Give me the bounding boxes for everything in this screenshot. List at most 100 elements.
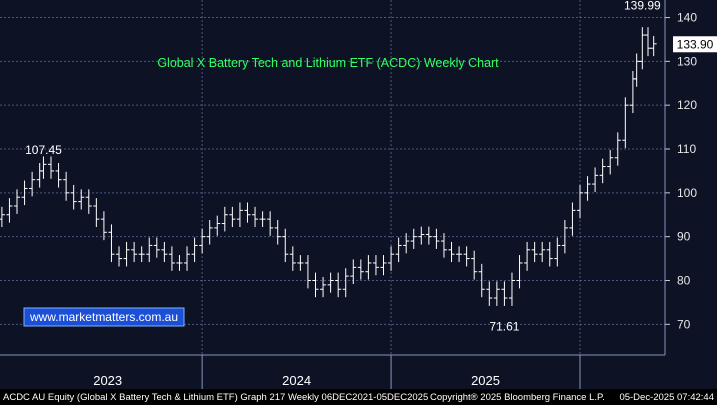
price-bar <box>214 215 221 236</box>
price-bar <box>6 198 13 223</box>
y-tick-label-100: 100 <box>677 186 697 200</box>
price-bar <box>644 27 651 57</box>
price-bar <box>357 259 364 280</box>
price-bar <box>297 255 304 271</box>
price-bar <box>312 272 319 298</box>
price-bar <box>153 237 160 258</box>
price-bar <box>199 228 206 254</box>
price-bar <box>206 220 213 245</box>
price-bar <box>433 228 440 249</box>
price-bar <box>191 237 198 263</box>
price-bar <box>274 220 281 245</box>
y-tick-label-120: 120 <box>677 98 697 112</box>
price-bar <box>55 163 62 188</box>
price-bar <box>221 206 228 232</box>
price-bar <box>531 241 538 263</box>
price-bar <box>0 206 5 228</box>
watermark: www.marketmatters.com.au <box>23 307 185 327</box>
price-bar <box>440 233 447 258</box>
price-bar <box>229 206 236 228</box>
y-tick-label-140: 140 <box>677 11 697 25</box>
price-bar <box>70 184 77 210</box>
price-bar <box>403 233 410 254</box>
price-bar <box>410 228 417 249</box>
y-tick-label-90: 90 <box>677 230 691 244</box>
y-tick-label-70: 70 <box>677 317 691 331</box>
price-bar <box>425 226 432 245</box>
price-bar <box>14 189 21 214</box>
year-label-2024: 2024 <box>282 373 311 388</box>
annotation-low-2025: 71.61 <box>489 319 519 333</box>
price-bar <box>29 171 36 197</box>
price-bar <box>395 237 402 263</box>
price-bar <box>448 241 455 263</box>
price-bar <box>63 171 70 201</box>
price-bar <box>388 246 395 271</box>
price-bar <box>478 263 485 298</box>
y-tick-label-110: 110 <box>677 142 696 156</box>
price-bar <box>267 211 274 236</box>
price-bar <box>650 35 657 57</box>
price-bar <box>639 27 646 70</box>
price-bar <box>569 202 576 236</box>
price-bar <box>546 241 553 267</box>
annotation-high-2023: 107.45 <box>25 143 62 157</box>
price-bar <box>131 241 138 263</box>
price-bar <box>372 255 379 276</box>
price-bar <box>21 180 28 206</box>
price-bar <box>252 206 259 228</box>
price-bar <box>40 156 47 179</box>
price-bar <box>380 255 387 276</box>
price-bar <box>48 156 55 179</box>
price-bar <box>592 167 599 192</box>
price-bar <box>259 211 266 228</box>
price-bar <box>146 237 153 263</box>
price-bar <box>633 53 640 87</box>
price-bar <box>184 246 191 271</box>
year-label-2023: 2023 <box>93 373 122 388</box>
price-bar <box>486 281 493 306</box>
price-bar <box>471 250 478 280</box>
annotation-high-2025: 139.99 <box>624 0 661 13</box>
price-bar <box>78 189 85 210</box>
price-bar <box>342 268 349 298</box>
footer-band <box>0 389 717 405</box>
price-bar <box>350 259 357 284</box>
price-bar <box>508 272 515 306</box>
price-bar <box>108 224 115 263</box>
price-bar <box>599 158 606 184</box>
price-bar <box>493 281 500 306</box>
price-bar <box>622 97 629 149</box>
price-bar <box>168 246 175 271</box>
price-bar <box>85 189 92 214</box>
price-bar <box>561 220 568 254</box>
chart-title: Global X Battery Tech and Lithium ETF (A… <box>157 56 499 70</box>
last-price-label: 133.90 <box>677 37 714 51</box>
price-bar <box>320 276 327 298</box>
y-tick-label-80: 80 <box>677 273 691 287</box>
price-bar <box>138 246 145 263</box>
price-bar <box>524 241 531 271</box>
price-bar <box>335 272 342 298</box>
watermark-text: www.marketmatters.com.au <box>29 310 178 324</box>
plot-area <box>0 0 665 355</box>
price-bar <box>584 176 591 201</box>
price-bar <box>304 255 311 289</box>
last-price-box <box>673 36 717 53</box>
price-bar <box>244 202 251 223</box>
footer-copyright: Copyright® 2025 Bloomberg Finance L.P. <box>430 392 605 403</box>
price-bar <box>456 246 463 263</box>
price-bar <box>607 149 614 175</box>
price-bar <box>289 246 296 271</box>
price-bar <box>365 255 372 280</box>
price-bars <box>0 27 657 306</box>
year-label-2025: 2025 <box>471 373 500 388</box>
y-axis: 70 80 90 100 110 120 130 140 <box>664 0 697 355</box>
price-bar <box>516 255 523 289</box>
x-axis: 2023 2024 2025 <box>0 354 665 389</box>
y-tick-label-130: 130 <box>677 54 697 68</box>
price-bar <box>123 241 130 267</box>
price-bar <box>539 241 546 263</box>
price-bar <box>176 255 183 271</box>
